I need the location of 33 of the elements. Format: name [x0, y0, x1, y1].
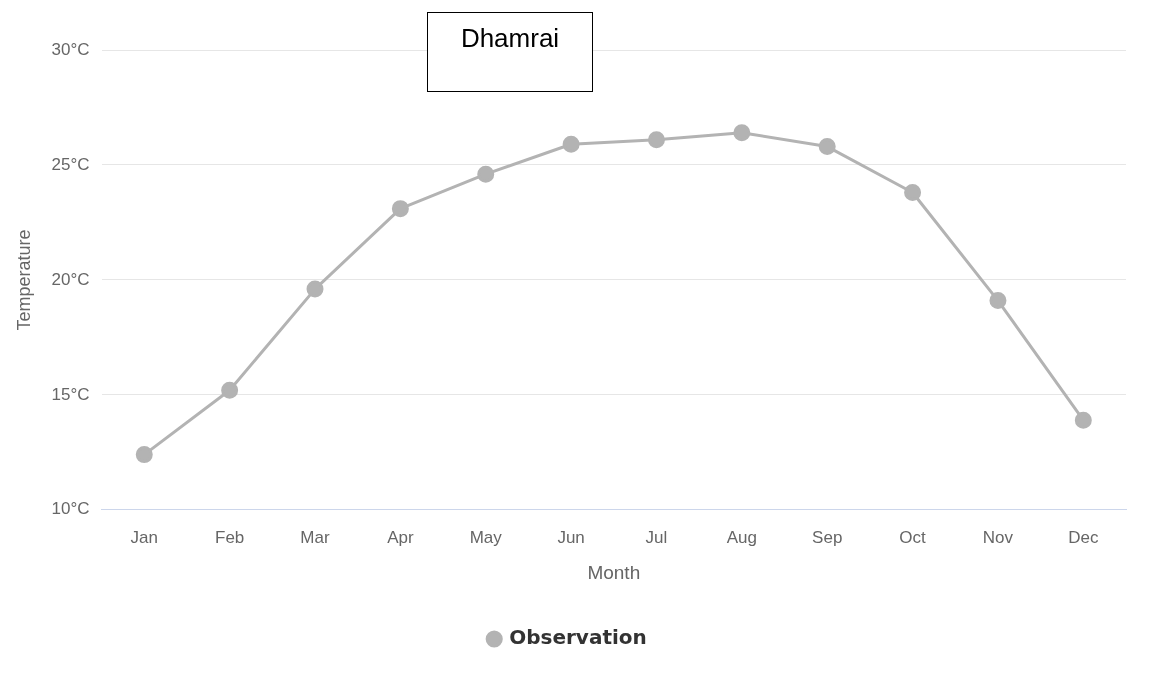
point — [1074, 411, 1092, 429]
x-tick-label: Feb — [214, 527, 245, 547]
y-tick-label: 25°C — [51, 154, 90, 174]
x-tick-label: Jul — [645, 527, 668, 547]
y-tick-label: 15°C — [51, 384, 90, 404]
x-tick-label: Dec — [1068, 527, 1099, 547]
point — [647, 131, 665, 149]
point — [135, 446, 153, 464]
point — [221, 381, 239, 399]
x-tick-label: Mar — [300, 527, 330, 547]
y-tick-label: 30°C — [51, 39, 90, 59]
x-tick-label: Jun — [557, 527, 585, 547]
chart-title: Dhamrai — [427, 12, 593, 92]
point — [391, 200, 409, 218]
y-tick-label: 10°C — [51, 499, 90, 519]
legend-label: Observation — [509, 625, 647, 650]
x-tick-label: Aug — [726, 527, 757, 547]
x-tick-label: Oct — [899, 527, 927, 547]
y-axis-title: Temperature — [13, 229, 34, 331]
x-tick-label: Nov — [982, 527, 1014, 547]
point — [818, 138, 836, 156]
x-tick-label: Sep — [812, 527, 843, 547]
x-tick-label: May — [469, 527, 503, 547]
point — [733, 124, 751, 142]
point — [904, 184, 922, 202]
x-tick-label: Jan — [130, 527, 158, 547]
point — [562, 135, 580, 153]
x-axis-title: Month — [587, 561, 641, 583]
point — [989, 292, 1007, 310]
x-tick-label: Apr — [387, 527, 414, 547]
point — [477, 165, 495, 183]
y-tick-label: 20°C — [51, 269, 90, 289]
point — [306, 280, 324, 298]
